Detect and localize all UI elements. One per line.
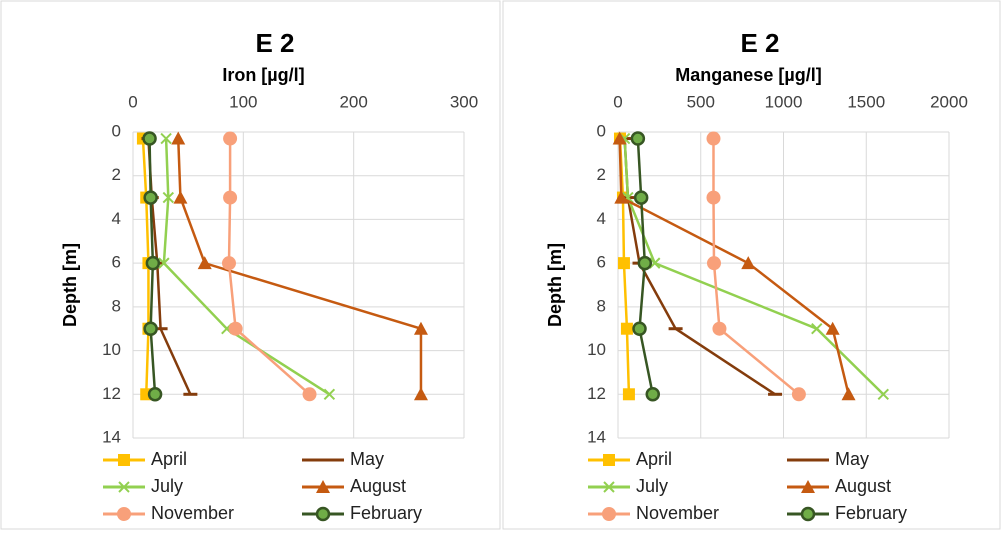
legend-label: April (636, 449, 672, 469)
marker (228, 321, 243, 336)
marker (617, 257, 630, 270)
x-tick-label: 2000 (930, 92, 968, 111)
y-tick-label: 6 (597, 253, 606, 272)
marker (801, 480, 815, 493)
marker (160, 132, 172, 145)
y-tick-label: 0 (112, 121, 121, 140)
marker (316, 480, 330, 493)
marker (197, 256, 212, 270)
x-tick-label: 200 (339, 92, 367, 111)
chart-title: E 2 (255, 28, 294, 58)
marker (143, 190, 158, 205)
marker (323, 388, 336, 400)
marker (800, 506, 816, 522)
x-tick-label: 0 (613, 92, 622, 111)
marker (630, 131, 646, 146)
marker (622, 388, 635, 401)
marker (649, 257, 661, 269)
marker (712, 321, 727, 336)
marker (841, 387, 856, 401)
x-axis-title: Iron [µg/l] (222, 65, 304, 85)
marker (637, 255, 653, 271)
legend-label: April (151, 449, 187, 469)
marker (620, 322, 633, 335)
marker (791, 387, 806, 402)
y-tick-label: 4 (112, 209, 121, 228)
marker (147, 387, 163, 402)
y-tick-label: 14 (102, 427, 121, 446)
y-tick-label: 0 (597, 121, 606, 140)
marker (602, 507, 616, 521)
legend-label: February (350, 503, 422, 523)
marker (315, 506, 331, 522)
legend-label: July (636, 476, 668, 496)
y-tick-label: 2 (112, 165, 121, 184)
x-tick-label: 300 (450, 92, 478, 111)
marker (158, 257, 170, 269)
marker (145, 255, 161, 271)
marker (117, 507, 131, 521)
y-axis-title: Depth [m] (60, 243, 80, 327)
y-tick-label: 4 (597, 209, 606, 228)
x-tick-label: 1500 (847, 92, 885, 111)
y-tick-label: 10 (587, 340, 606, 359)
marker (143, 321, 158, 336)
x-tick-label: 0 (128, 92, 137, 111)
y-tick-label: 10 (102, 340, 121, 359)
marker (223, 131, 238, 146)
marker (118, 454, 130, 466)
y-tick-label: 8 (112, 296, 121, 315)
legend-label: July (151, 476, 183, 496)
x-tick-label: 100 (229, 92, 257, 111)
legend-label: August (835, 476, 891, 496)
marker (633, 190, 649, 205)
y-axis-title: Depth [m] (545, 243, 565, 327)
marker (741, 256, 756, 270)
marker (612, 131, 627, 145)
marker (645, 387, 661, 402)
legend-label: February (835, 503, 907, 523)
marker (162, 191, 175, 204)
marker (603, 481, 615, 493)
marker (811, 323, 823, 335)
y-tick-label: 8 (597, 296, 606, 315)
marker (142, 131, 157, 146)
marker (173, 190, 188, 204)
legend-label: November (151, 503, 234, 523)
marker (877, 388, 890, 400)
x-tick-label: 1000 (765, 92, 803, 111)
marker (221, 256, 236, 271)
y-tick-label: 12 (587, 384, 606, 403)
marker (118, 481, 130, 493)
legend-label: November (636, 503, 719, 523)
marker (632, 321, 647, 336)
marker (413, 387, 428, 401)
legend-label: May (350, 449, 384, 469)
marker (223, 190, 238, 205)
marker (413, 321, 428, 335)
x-axis-title: Manganese [µg/l] (675, 65, 821, 85)
marker (706, 256, 721, 271)
marker (825, 321, 840, 335)
legend-label: August (350, 476, 406, 496)
chart-title: E 2 (740, 28, 779, 58)
marker (603, 454, 615, 466)
marker (706, 190, 721, 205)
marker (302, 387, 317, 402)
marker (171, 131, 186, 145)
x-tick-label: 500 (687, 92, 715, 111)
y-tick-label: 6 (112, 253, 121, 272)
panel-frame (0, 0, 501, 530)
y-tick-label: 14 (587, 427, 606, 446)
y-tick-label: 2 (597, 165, 606, 184)
legend-label: May (835, 449, 869, 469)
marker (706, 131, 721, 146)
y-tick-label: 12 (102, 384, 121, 403)
marker (614, 190, 629, 204)
